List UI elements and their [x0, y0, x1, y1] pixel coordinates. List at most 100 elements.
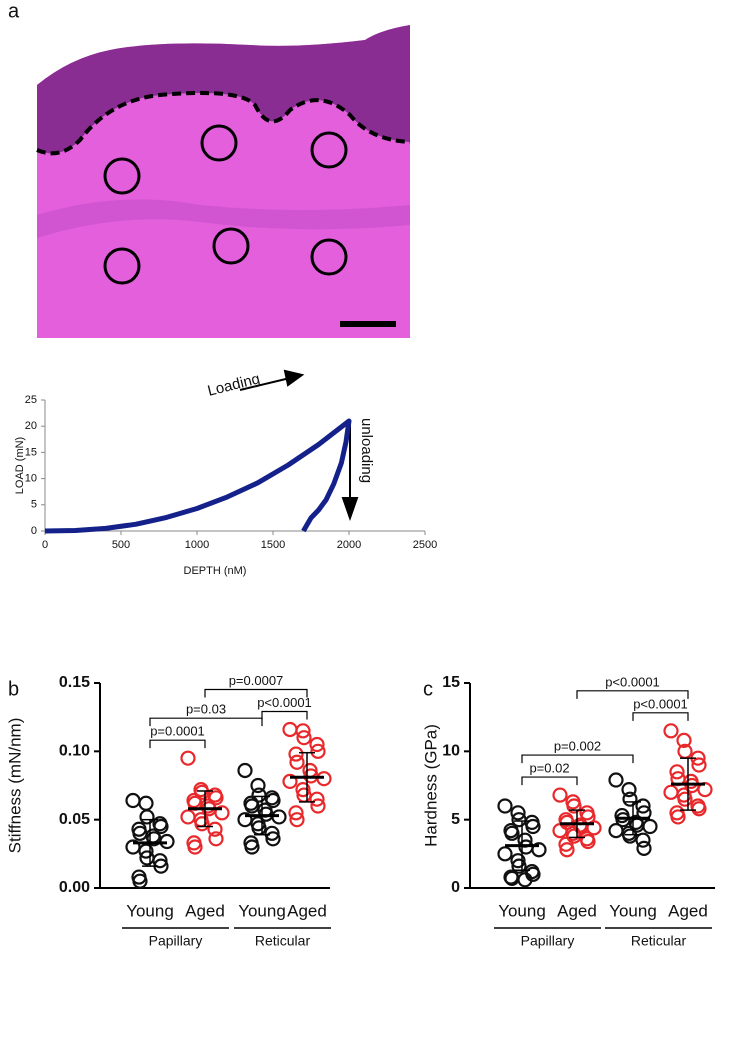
- data-point: [497, 798, 513, 814]
- data-point: [663, 723, 679, 739]
- data-point: [282, 773, 298, 790]
- bracket: [149, 717, 263, 727]
- data-point: [125, 839, 141, 855]
- data-point: [208, 831, 224, 847]
- annotation-arrows: [239, 369, 359, 522]
- panel-label: b: [8, 678, 19, 700]
- data-point: [691, 801, 707, 817]
- x-tick-label: 1500: [261, 539, 285, 551]
- x-axis-label: DEPTH (nM): [184, 565, 247, 577]
- data-point: [296, 730, 312, 746]
- panel-label: c: [423, 678, 433, 700]
- data-point: [194, 816, 210, 832]
- x-tick-label: 1000: [185, 539, 209, 551]
- y-tick-label: 0.05: [59, 811, 90, 828]
- data-point: [187, 839, 203, 855]
- annotation: Loading: [206, 370, 262, 399]
- bracket: [521, 754, 634, 764]
- data-point: [310, 743, 326, 759]
- p-value: p=0.0007: [229, 673, 284, 688]
- data-point: [244, 839, 260, 855]
- x-tick-label: 500: [112, 539, 130, 551]
- data-point: [608, 772, 624, 788]
- data-point: [621, 781, 637, 798]
- y-tick-label: 15: [442, 674, 460, 691]
- y-tick-label: 10: [25, 473, 37, 485]
- x-tick-label: 2500: [413, 539, 437, 551]
- annotation: unloading: [358, 418, 375, 483]
- p-value: p=0.0001: [150, 724, 205, 739]
- data-point: [510, 853, 526, 869]
- data-point: [295, 723, 311, 739]
- x-tick-label: 0: [42, 539, 48, 551]
- bracket: [576, 690, 689, 699]
- data-point: [214, 805, 230, 821]
- data-point: [244, 798, 260, 814]
- p-value: p=0.03: [186, 702, 226, 717]
- data-point: [282, 721, 298, 738]
- x-tick-label: Aged: [287, 901, 327, 920]
- y-tick-label: 0: [31, 525, 37, 537]
- p-value: p=0.002: [554, 739, 601, 754]
- data-point: [153, 818, 169, 835]
- data-point: [237, 762, 253, 779]
- data-point: [208, 790, 224, 806]
- data-point: [622, 791, 638, 807]
- data-point: [635, 798, 651, 814]
- data-point: [635, 832, 651, 848]
- data-point: [670, 809, 686, 825]
- data-point: [504, 825, 520, 841]
- y-axis-label: Stiffness (mN/nm): [5, 718, 24, 854]
- data-point: [309, 791, 325, 807]
- y-tick-label: 25: [25, 394, 37, 406]
- data-point: [310, 798, 326, 814]
- group-label: Papillary: [521, 933, 575, 949]
- bracket: [632, 712, 689, 721]
- data-point: [132, 873, 148, 889]
- x-tick-label: Aged: [557, 901, 597, 920]
- data-point: [663, 784, 679, 800]
- y-tick-label: 0.15: [59, 674, 90, 691]
- y-tick-label: 5: [31, 499, 37, 511]
- data-point: [497, 846, 513, 862]
- y-tick-label: 0.10: [59, 743, 90, 760]
- data-point: [288, 805, 304, 821]
- bracket: [204, 688, 308, 698]
- group-label: Reticular: [631, 933, 687, 949]
- p-value: p<0.0001: [257, 695, 312, 710]
- data-point: [511, 858, 527, 874]
- y-tick-label: 5: [451, 811, 460, 828]
- y-tick-label: 20: [25, 420, 37, 432]
- data-point: [636, 840, 652, 856]
- data-point: [669, 764, 685, 780]
- p-value: p<0.0001: [605, 674, 660, 689]
- data-point: [288, 746, 304, 762]
- data-point: [125, 792, 141, 809]
- x-tick-label: Young: [498, 901, 546, 920]
- data-point: [676, 732, 692, 749]
- y-tick-label: 0.00: [59, 879, 90, 896]
- data-point: [580, 833, 596, 850]
- data-point: [309, 736, 325, 753]
- bracket: [521, 776, 578, 786]
- data-point: [510, 805, 526, 821]
- y-tick-label: 15: [25, 446, 37, 458]
- data-point: [250, 777, 266, 794]
- data-point: [566, 798, 582, 814]
- data-point: [691, 757, 707, 773]
- load-curve: [44, 418, 352, 534]
- data-point: [608, 822, 624, 839]
- data-point: [265, 831, 281, 847]
- p-value: p=0.02: [529, 761, 569, 776]
- x-tick-label: Young: [238, 901, 286, 920]
- x-tick-label: Aged: [668, 901, 708, 920]
- x-tick-label: Young: [126, 901, 174, 920]
- data-point: [552, 822, 568, 839]
- data-point: [642, 818, 658, 835]
- y-axis-label: Hardness (GPa): [421, 724, 440, 847]
- bracket: [261, 710, 308, 720]
- x-tick-label: 2000: [337, 539, 361, 551]
- data-point: [138, 795, 154, 811]
- data-point: [180, 809, 196, 825]
- data-point: [677, 791, 693, 807]
